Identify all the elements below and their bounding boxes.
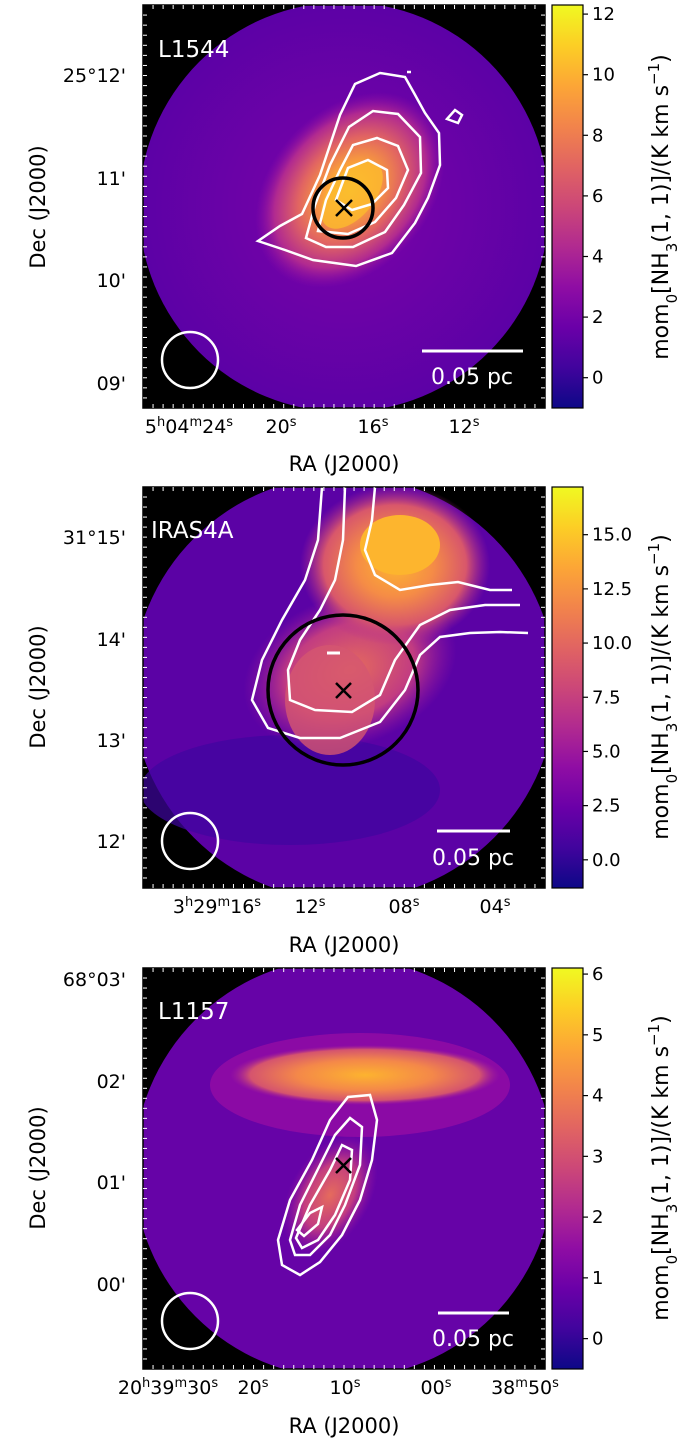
- contour-level: [250, 487, 529, 740]
- colorbar-tick-label: 8: [592, 125, 603, 146]
- x-tick-label: 16s: [358, 415, 389, 439]
- emission-region: [143, 735, 440, 845]
- scale-bar-label: 0.05 pc: [432, 1327, 514, 1352]
- contour-level: [276, 1093, 379, 1277]
- y-tick-label: 11': [97, 168, 126, 190]
- colorbar-tick-label: 5.0: [592, 741, 621, 762]
- contour-level: [295, 1204, 324, 1238]
- contour-level: [286, 487, 520, 714]
- colorbar-tick-label: 4: [592, 1086, 603, 1107]
- x-axis-label: RA (J2000): [289, 1414, 400, 1438]
- contour-level: [255, 71, 442, 268]
- y-tick-label: 14': [97, 629, 126, 651]
- colorbar-tick-label: 2: [592, 307, 603, 328]
- y-axis-label: Dec (J2000): [26, 625, 50, 748]
- colorbar-ticks: 0 1 2 3 4 5 6: [583, 964, 603, 1350]
- x-tick-label: 08s: [389, 895, 420, 919]
- colorbar-tick-label: 7.5: [592, 687, 621, 708]
- x-tick-label: 12s: [449, 415, 480, 439]
- beam-circle: [311, 176, 375, 240]
- x-axis-label: RA (J2000): [289, 452, 400, 476]
- y-tick-label: 12': [97, 831, 126, 853]
- colorbar-tick-label: 4: [592, 246, 603, 267]
- colorbar-tick-label: 10: [592, 65, 615, 86]
- y-axis-label: Dec (J2000): [26, 1106, 50, 1229]
- emission-region: [230, 1045, 500, 1105]
- x-tick-label: 20h39m30s: [118, 1376, 218, 1400]
- colorbar-tick-label: 10.0: [592, 633, 632, 654]
- beam-circle: [266, 613, 420, 767]
- colorbar-tick-label: 0.0: [592, 850, 621, 871]
- source-name: IRAS4A: [151, 518, 234, 544]
- panel-iras4a: 0.05 pc IRAS4A 31°15' 14' 13' 12' 3h29m1…: [26, 486, 681, 957]
- colorbar-tick-label: 5: [592, 1025, 603, 1046]
- y-axis-label: Dec (J2000): [26, 145, 50, 268]
- y-tick-label: 02': [97, 1071, 126, 1093]
- colorbar: [551, 486, 584, 889]
- beam-size-circle: [160, 811, 220, 871]
- y-tick-label: 09': [97, 373, 126, 395]
- x-tick-label: 38m50s: [491, 1376, 559, 1400]
- colorbar: [551, 967, 584, 1370]
- colorbar-ticks: 0 2 4 6 8 10 12: [583, 4, 615, 389]
- colorbar-ticks: 0.0 2.5 5.0 7.5 10.0 12.5 15.0: [583, 525, 632, 871]
- y-tick-label: 01': [97, 1172, 126, 1194]
- cross-marker: [335, 199, 353, 217]
- frame-ticks: [143, 487, 545, 888]
- contour-level: [444, 108, 464, 125]
- panel-l1544: 0.05 pc L1544 25°12' 11' 10' 09' 5h04m24…: [26, 4, 681, 476]
- x-tick-label: 04s: [480, 895, 511, 919]
- y-tick-label: 13': [97, 730, 126, 752]
- y-tick-label: 00': [97, 1274, 126, 1296]
- colorbar-label: mom0[NH3(1, 1)]/(K km s−1): [645, 534, 681, 840]
- y-tick-label: 31°15': [63, 527, 126, 549]
- x-tick-label: 00s: [421, 1376, 452, 1400]
- x-tick-label: 5h04m24s: [145, 415, 233, 439]
- panel-l1157: 0.05 pc L1157 68°03' 02' 01' 00' 20h39m3…: [26, 964, 681, 1438]
- y-tick-label: 25°12': [63, 65, 126, 87]
- x-tick-label: 20s: [238, 1376, 269, 1400]
- x-tick-label: 3h29m16s: [173, 895, 261, 919]
- beam-size-circle: [160, 1291, 220, 1351]
- colorbar-tick-label: 3: [592, 1146, 603, 1167]
- x-tick-label: 20s: [266, 415, 297, 439]
- colorbar-tick-label: 0: [592, 368, 603, 389]
- colorbar-tick-label: 6: [592, 186, 603, 207]
- y-tick-label: 68°03': [63, 969, 126, 991]
- colorbar-tick-label: 12: [592, 4, 615, 25]
- colorbar-label: mom0[NH3(1, 1)]/(K km s−1): [645, 1015, 681, 1321]
- colorbar: [551, 4, 584, 409]
- emission-peak: [360, 515, 440, 575]
- cross-marker: [335, 682, 352, 699]
- colorbar-tick-label: 15.0: [592, 525, 632, 546]
- contour-level: [334, 158, 390, 212]
- emission-region: [285, 645, 375, 755]
- colorbar-label: mom0[NH3(1, 1)]/(K km s−1): [645, 54, 681, 360]
- source-name: L1544: [158, 37, 229, 63]
- cross-marker: [335, 1157, 352, 1174]
- beam-size-circle: [160, 330, 220, 390]
- colorbar-tick-label: 6: [592, 964, 603, 985]
- contour-level: [288, 1116, 364, 1257]
- contour-level: [294, 1143, 354, 1250]
- source-name: L1157: [158, 999, 229, 1025]
- colorbar-tick-label: 2: [592, 1207, 603, 1228]
- frame-ticks: [143, 968, 545, 1369]
- colorbar-tick-label: 2.5: [592, 796, 621, 817]
- colorbar-tick-label: 1: [592, 1268, 603, 1289]
- x-axis-label: RA (J2000): [289, 933, 400, 957]
- emission-peak: [321, 161, 383, 229]
- contour-level: [304, 109, 423, 249]
- scale-bar-label: 0.05 pc: [432, 846, 514, 871]
- y-tick-label: 10': [97, 270, 126, 292]
- x-tick-label: 12s: [295, 895, 326, 919]
- frame-ticks: [143, 5, 545, 408]
- scale-bar-label: 0.05 pc: [431, 365, 513, 390]
- contour-level: [363, 487, 512, 592]
- colorbar-tick-label: 12.5: [592, 579, 632, 600]
- x-tick-label: 10s: [330, 1376, 361, 1400]
- colorbar-tick-label: 0: [592, 1329, 603, 1350]
- emission-region: [282, 1135, 378, 1255]
